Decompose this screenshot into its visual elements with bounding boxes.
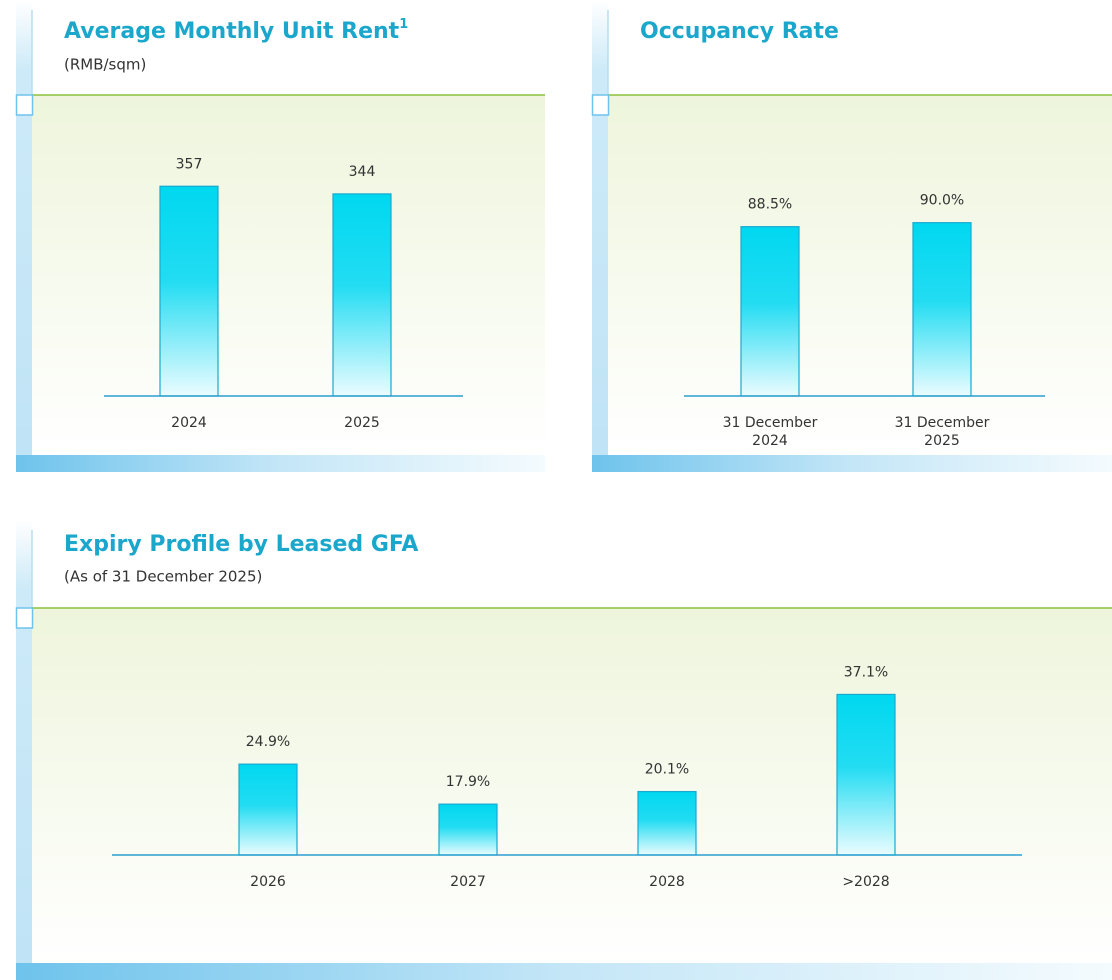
bar xyxy=(438,803,498,856)
x-tick-label: 2028 xyxy=(649,874,685,890)
title-text: Expiry Profile by Leased GFA xyxy=(64,532,418,557)
x-tick-label: 2027 xyxy=(450,874,486,890)
side-bar xyxy=(16,520,32,980)
bar xyxy=(912,222,972,397)
title-superscript: 1 xyxy=(399,17,408,32)
corner-box xyxy=(15,94,34,116)
bar xyxy=(740,226,800,397)
x-tick-label: >2028 xyxy=(842,874,889,890)
bar xyxy=(332,193,392,397)
foot-bar xyxy=(592,455,1112,472)
title-text: Occupancy Rate xyxy=(640,19,839,44)
side-bar xyxy=(592,0,608,472)
layout xyxy=(15,0,1112,980)
x-tick-label: 2026 xyxy=(250,874,286,890)
x-tick-label: 31 December 2025 xyxy=(895,415,990,449)
value-label: 37.1% xyxy=(844,664,888,680)
value-label: 24.9% xyxy=(246,734,290,750)
title-text: Average Monthly Unit Rent xyxy=(64,19,400,44)
chart-subtitle: (As of 31 December 2025) xyxy=(64,568,262,586)
value-label: 20.1% xyxy=(645,762,689,778)
corner-box xyxy=(591,94,610,116)
corner-box xyxy=(15,607,34,629)
x-tick-label: 2024 xyxy=(171,415,207,431)
chart-title: Expiry Profile by Leased GFA xyxy=(64,532,418,557)
value-label: 344 xyxy=(349,164,376,180)
bar xyxy=(159,185,219,397)
foot-bar xyxy=(16,455,545,472)
bar xyxy=(238,763,298,856)
chart-title: Occupancy Rate xyxy=(640,19,839,44)
bar xyxy=(637,790,697,856)
panel-background xyxy=(608,95,1112,455)
panel-background xyxy=(32,608,1112,963)
foot-bar xyxy=(16,963,1112,980)
value-label: 90.0% xyxy=(920,193,964,209)
x-tick-label: 2025 xyxy=(344,415,380,431)
value-label: 88.5% xyxy=(748,197,792,213)
chart-subtitle: (RMB/sqm) xyxy=(64,56,146,74)
bar xyxy=(836,693,896,856)
chart-title: Average Monthly Unit Rent1 xyxy=(64,17,408,45)
panel-background xyxy=(32,95,545,455)
value-label: 17.9% xyxy=(446,774,490,790)
value-label: 357 xyxy=(176,156,203,172)
side-bar xyxy=(16,0,32,472)
x-tick-label: 31 December 2024 xyxy=(723,415,818,449)
